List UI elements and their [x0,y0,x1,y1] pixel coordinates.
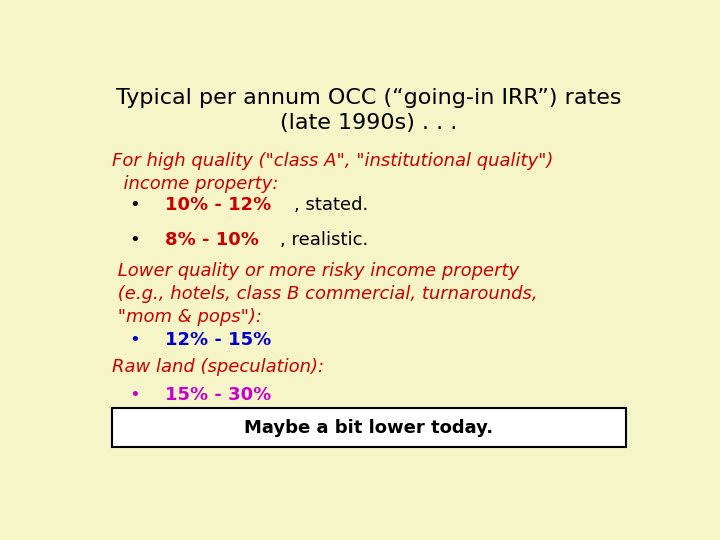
Text: •: • [129,196,140,214]
Text: For high quality ("class A", "institutional quality")
  income property:: For high quality ("class A", "institutio… [112,152,554,193]
Text: •: • [129,386,140,404]
Text: •: • [129,231,140,249]
Text: Maybe a bit lower today.: Maybe a bit lower today. [244,419,494,437]
Text: , stated.: , stated. [294,196,368,214]
Text: 12% - 15%: 12% - 15% [166,331,271,349]
Text: 8% - 10%: 8% - 10% [166,231,259,249]
Text: •: • [129,331,140,349]
Text: Typical per annum OCC (“going-in IRR”) rates
(late 1990s) . . .: Typical per annum OCC (“going-in IRR”) r… [116,87,622,133]
Text: 10% - 12%: 10% - 12% [166,196,271,214]
Text: , realistic.: , realistic. [280,231,368,249]
Text: 15% - 30%: 15% - 30% [166,386,271,404]
Text: Lower quality or more risky income property
 (e.g., hotels, class B commercial, : Lower quality or more risky income prope… [112,262,538,326]
FancyBboxPatch shape [112,408,626,447]
Text: Raw land (speculation):: Raw land (speculation): [112,358,325,376]
